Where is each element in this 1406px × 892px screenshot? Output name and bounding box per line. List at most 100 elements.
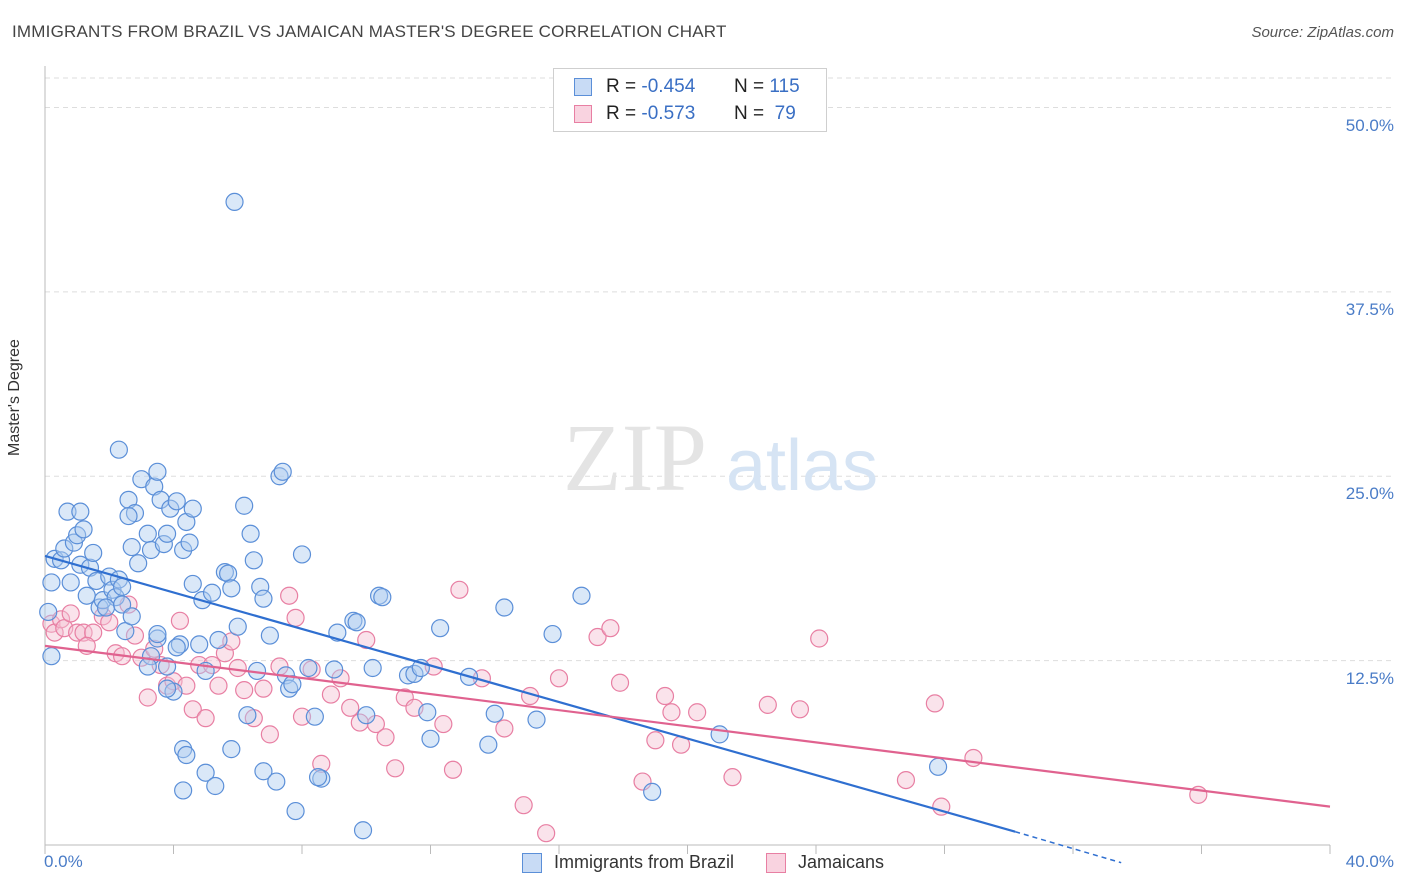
point-brazil [308,768,328,787]
point-brazil [353,821,373,840]
point-brazil [206,776,225,796]
point-brazil [42,573,61,592]
point-brazil [122,537,141,557]
point-brazil [527,710,546,729]
point-jamaicans [100,613,119,632]
point-brazil [431,619,450,638]
point-jamaicans [260,725,279,744]
point-jamaicans [386,759,405,778]
point-brazil [373,588,392,607]
point-jamaicans [68,623,87,642]
legend-swatch-brazil [521,852,542,873]
point-jamaicans [610,673,630,692]
point-brazil [177,745,196,765]
stats-row-brazil: R = -0.454 N = 115 [574,75,800,99]
point-jamaicans [495,719,514,738]
watermark: ZIP atlas [563,404,878,511]
point-brazil [292,545,312,564]
point-brazil [222,579,241,598]
point-brazil [244,551,263,570]
point-brazil [74,520,93,539]
legend-label-brazil: Immigrants from Brazil [553,852,734,872]
series-legend: Immigrants from Brazil Jamaicans [0,852,1406,873]
chart-title: IMMIGRANTS FROM BRAZIL VS JAMAICAN MASTE… [12,22,727,41]
point-brazil [260,626,279,645]
point-brazil [325,660,344,679]
point-brazil [228,617,247,636]
point-brazil [495,598,514,617]
point-brazil [267,772,286,791]
point-brazil [61,573,80,592]
point-brazil [299,658,318,678]
point-brazil [572,586,591,605]
point-brazil [418,703,437,722]
x-tick-label-max: 40.0% [1345,852,1394,871]
point-brazil [129,554,148,573]
legend-item-jamaicans[interactable]: Jamaicans [765,852,884,873]
y-tick-label: 12.5% [1345,668,1394,688]
r-label: R = [606,76,637,97]
point-jamaicans [434,714,453,734]
point-brazil [254,589,273,608]
point-brazil [55,539,74,558]
point-jamaicans [138,688,157,707]
point-brazil [485,704,504,723]
point-jamaicans [588,627,607,647]
point-brazil [148,462,167,481]
point-brazil [42,647,61,666]
point-jamaicans [341,698,360,717]
point-brazil [225,192,244,211]
point-brazil [643,782,662,802]
point-brazil [183,499,202,518]
point-brazil [357,706,376,725]
point-brazil [543,624,562,644]
point-brazil [238,706,257,725]
legend-swatch-jamaicans [765,852,786,873]
point-brazil [148,624,167,644]
point-brazil [154,534,173,554]
point-jamaicans [292,707,312,726]
n-value-brazil: 115 [769,76,800,97]
point-brazil [254,762,273,781]
trend-lines [44,554,1331,864]
point-brazil [347,613,366,632]
point-jamaicans [61,604,80,623]
stats-legend: R = -0.454 N = 115 R = -0.573 N = 79 [553,68,827,132]
point-brazil [190,635,209,654]
point-jamaicans [170,611,190,630]
point-brazil [71,502,90,521]
point-brazil [148,629,167,648]
n-label: N = [733,103,765,124]
point-jamaicans [549,669,569,688]
point-brazil [202,583,222,602]
point-brazil [167,638,186,657]
point-jamaicans [443,760,463,779]
point-jamaicans [254,679,273,698]
legend-swatch-jamaicans [574,105,592,123]
point-brazil [170,635,190,654]
point-jamaicans [209,676,228,695]
point-brazil [222,740,241,759]
trend-line-brazil-extension [1014,831,1122,864]
watermark-zip: ZIP [563,404,707,511]
point-brazil [174,540,193,560]
point-jamaicans [321,685,341,704]
point-jamaicans [196,709,215,728]
point-brazil [273,462,292,481]
point-brazil [157,524,177,543]
point-jamaicans [183,700,202,719]
legend-item-brazil[interactable]: Immigrants from Brazil [521,852,734,873]
point-brazil [710,725,729,744]
point-jamaicans [228,658,247,678]
point-jamaicans [350,713,369,732]
point-jamaicans [514,796,533,815]
point-jamaicans [286,608,305,627]
axes [44,66,1331,854]
point-brazil [305,707,324,726]
point-jamaicans [357,630,376,650]
point-jamaicans [810,629,829,648]
n-value-jamaicans: 79 [774,103,796,124]
point-jamaicans [964,748,983,768]
point-jamaicans [450,580,469,599]
